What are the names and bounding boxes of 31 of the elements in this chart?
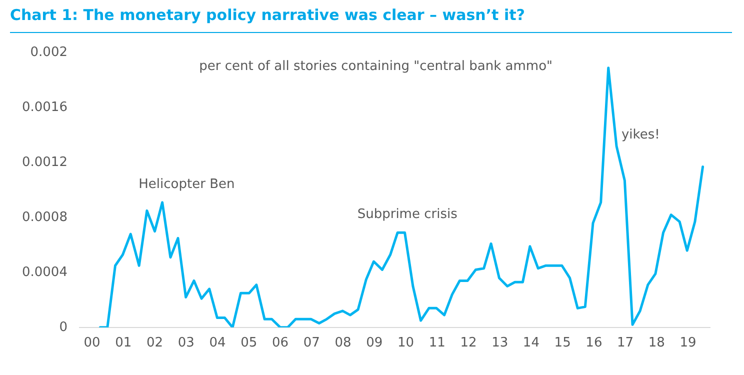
y-tick-label: 0 xyxy=(59,320,68,335)
x-tick-label: 02 xyxy=(146,336,164,351)
x-tick-label: 12 xyxy=(460,336,477,351)
annotation: yikes! xyxy=(621,128,660,143)
x-tick-label: 08 xyxy=(334,336,352,351)
y-tick-label: 0.0004 xyxy=(22,264,68,280)
x-tick-label: 18 xyxy=(648,336,665,351)
annotation: per cent of all stories containing "central bank ammo" xyxy=(199,58,553,74)
x-tick-label: 07 xyxy=(303,336,320,351)
x-tick-label: 09 xyxy=(366,336,383,351)
x-tick-label: 06 xyxy=(272,336,289,351)
x-tick-label: 10 xyxy=(397,336,414,351)
annotation: Subprime crisis xyxy=(357,207,458,222)
x-tick-label: 16 xyxy=(586,336,602,351)
y-tick-label: 0.0016 xyxy=(22,100,68,116)
y-tick-label: 0.0008 xyxy=(22,210,68,225)
chart-title: Chart 1: The monetary policy narrative was clear – wasn’t it? xyxy=(10,0,732,33)
x-tick-label: 14 xyxy=(522,336,540,351)
x-tick-label: 17 xyxy=(617,336,634,351)
x-tick-label: 19 xyxy=(680,336,696,351)
x-tick-label: 03 xyxy=(178,336,194,351)
x-tick-label: 15 xyxy=(554,336,571,351)
x-tick-label: 04 xyxy=(209,336,226,351)
y-tick-label: 0.002 xyxy=(30,45,68,60)
x-tick-label: 05 xyxy=(240,336,258,351)
x-tick-label: 11 xyxy=(428,336,446,351)
x-tick-label: 01 xyxy=(115,336,132,351)
annotation: Helicopter Ben xyxy=(138,176,235,192)
x-tick-label: 00 xyxy=(84,336,100,351)
x-tick-label: 13 xyxy=(492,336,508,351)
y-tick-label: 0.0012 xyxy=(22,155,68,170)
